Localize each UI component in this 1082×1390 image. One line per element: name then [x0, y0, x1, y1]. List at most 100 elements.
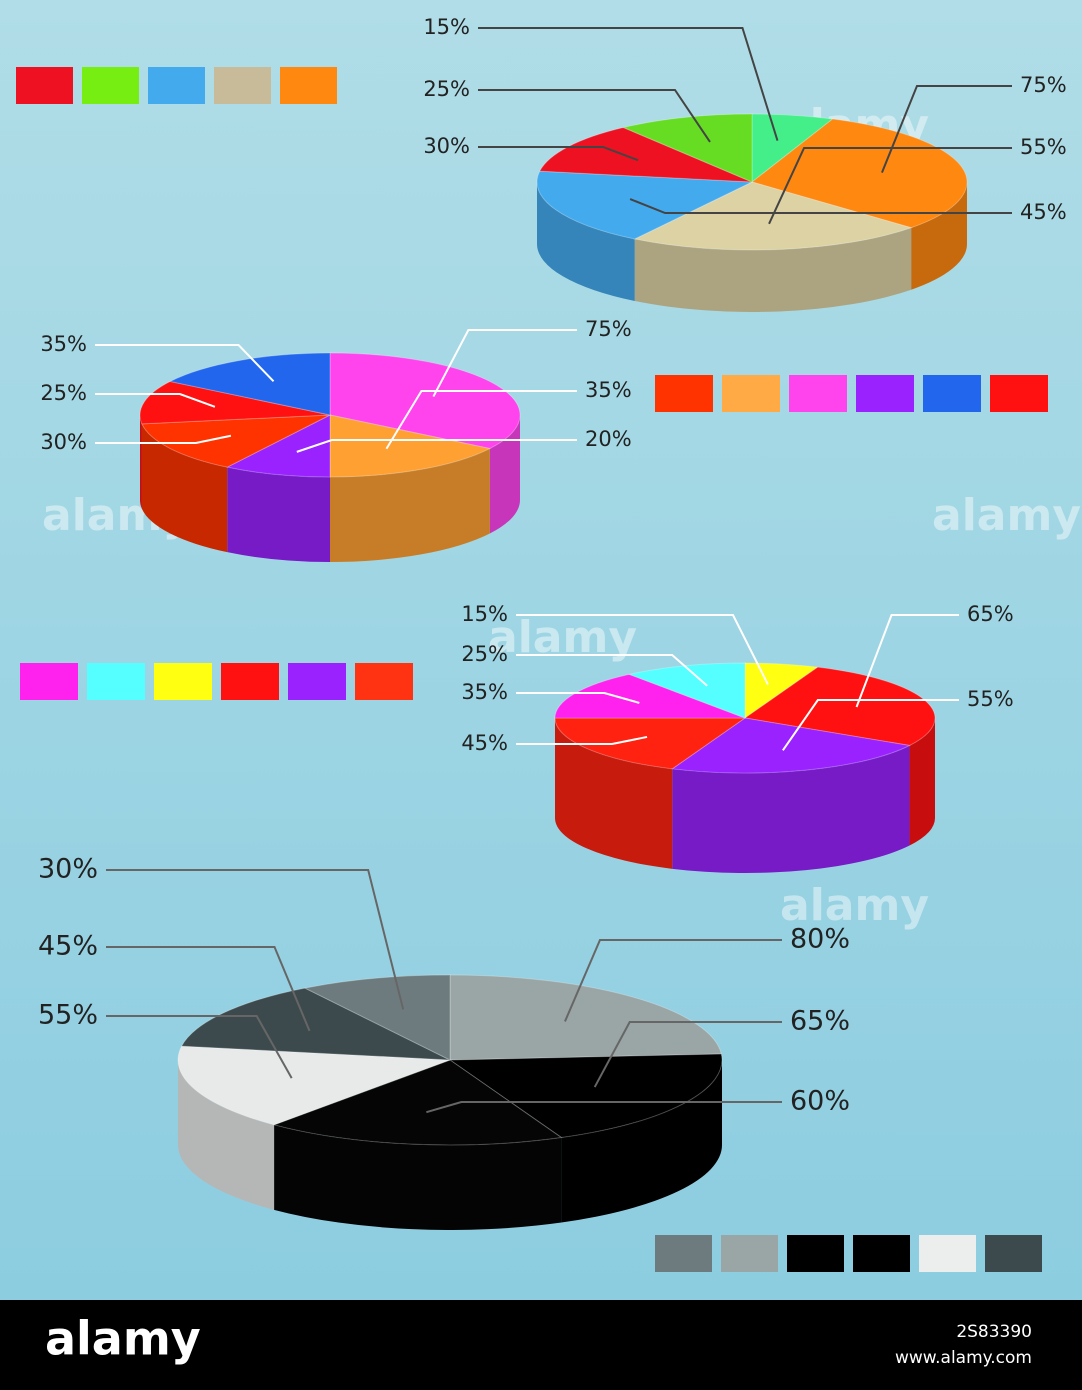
legend-swatch	[655, 1235, 712, 1272]
value-label: 75%	[585, 317, 632, 341]
leader-line	[516, 654, 708, 687]
value-label: 55%	[967, 687, 1014, 711]
slice-side	[489, 415, 520, 534]
leader-line	[95, 344, 275, 382]
value-label: 80%	[790, 924, 850, 955]
value-label: 35%	[40, 332, 87, 356]
legend-swatch	[985, 1235, 1042, 1272]
slice-side	[555, 718, 673, 869]
value-label: 25%	[423, 77, 470, 101]
legend-swatch	[923, 375, 981, 412]
leader-line	[855, 614, 959, 708]
legend-swatch	[16, 67, 73, 104]
slice	[225, 414, 331, 478]
leader-line	[516, 614, 769, 686]
slice	[449, 974, 722, 1061]
slice-side	[274, 1124, 562, 1230]
legend-swatch	[856, 375, 914, 412]
leader-line	[478, 27, 779, 141]
footer-image-id: 2S83390	[956, 1322, 1032, 1342]
leader-line	[768, 147, 1012, 225]
slice-side	[330, 448, 490, 562]
value-label: 55%	[1020, 135, 1067, 159]
leader-line	[516, 735, 648, 745]
leader-line	[385, 390, 577, 450]
slice	[670, 717, 912, 774]
legend-swatch	[288, 663, 346, 700]
leader-line	[478, 89, 711, 143]
legend-swatch	[853, 1235, 910, 1272]
slice	[168, 352, 331, 416]
value-label: 45%	[1020, 200, 1067, 224]
value-label: 25%	[40, 381, 87, 405]
leader-line	[881, 85, 1012, 173]
slice	[621, 113, 753, 183]
leader-line	[782, 699, 959, 751]
legend-swatch	[722, 375, 780, 412]
value-label: 20%	[585, 427, 632, 451]
slice	[751, 113, 834, 184]
slice	[139, 380, 331, 425]
value-label: 65%	[790, 1006, 850, 1037]
slice	[329, 352, 521, 450]
legend-swatch	[214, 67, 271, 104]
slice-side	[634, 227, 912, 312]
value-label: 15%	[423, 15, 470, 39]
value-label: 55%	[38, 1000, 98, 1031]
value-label: 45%	[38, 931, 98, 962]
slice	[303, 974, 451, 1061]
slice-side	[141, 423, 228, 553]
watermark: alamy	[780, 880, 929, 931]
slice	[180, 987, 451, 1061]
slice	[272, 1059, 563, 1146]
slice-side	[140, 415, 142, 509]
leader-line	[564, 939, 782, 1022]
legend-swatch	[280, 67, 337, 104]
value-label: 60%	[790, 1086, 850, 1117]
value-label: 30%	[40, 430, 87, 454]
legend-swatch	[990, 375, 1048, 412]
watermark: alamy	[932, 490, 1081, 541]
leader-line	[478, 146, 639, 162]
value-label: 30%	[38, 854, 98, 885]
legend-swatch	[789, 375, 847, 412]
value-label: 75%	[1020, 73, 1067, 97]
slice-side	[537, 182, 635, 301]
value-label: 45%	[461, 731, 508, 755]
value-label: 30%	[423, 134, 470, 158]
slice	[141, 414, 331, 468]
footer-url: www.alamy.com	[895, 1348, 1032, 1368]
legend-swatch	[221, 663, 279, 700]
slice-side	[672, 745, 910, 873]
legend-swatch	[87, 663, 145, 700]
slice	[554, 717, 747, 770]
leader-line	[629, 198, 1012, 214]
legend-swatch	[355, 663, 413, 700]
value-label: 35%	[585, 378, 632, 402]
legend-swatch	[148, 67, 205, 104]
slice-side	[911, 182, 967, 290]
value-label: 65%	[967, 602, 1014, 626]
legend-swatch	[919, 1235, 976, 1272]
legend-swatch	[20, 663, 78, 700]
slice	[177, 1045, 451, 1126]
value-label: 35%	[461, 680, 508, 704]
leader-line	[516, 692, 640, 704]
leader-line	[95, 434, 232, 444]
footer-bar	[0, 1300, 1082, 1390]
slice-side	[561, 1060, 722, 1223]
slice	[448, 1053, 723, 1139]
leader-line	[593, 1021, 782, 1088]
leader-line	[296, 439, 577, 453]
legend-swatch	[154, 663, 212, 700]
legend-swatch	[787, 1235, 844, 1272]
slice	[750, 118, 968, 229]
value-label: 15%	[461, 602, 508, 626]
leader-line	[432, 329, 577, 398]
legend-swatch	[655, 375, 713, 412]
slice-side	[909, 718, 936, 846]
slice-side	[178, 1060, 275, 1210]
leader-line	[106, 946, 311, 1032]
